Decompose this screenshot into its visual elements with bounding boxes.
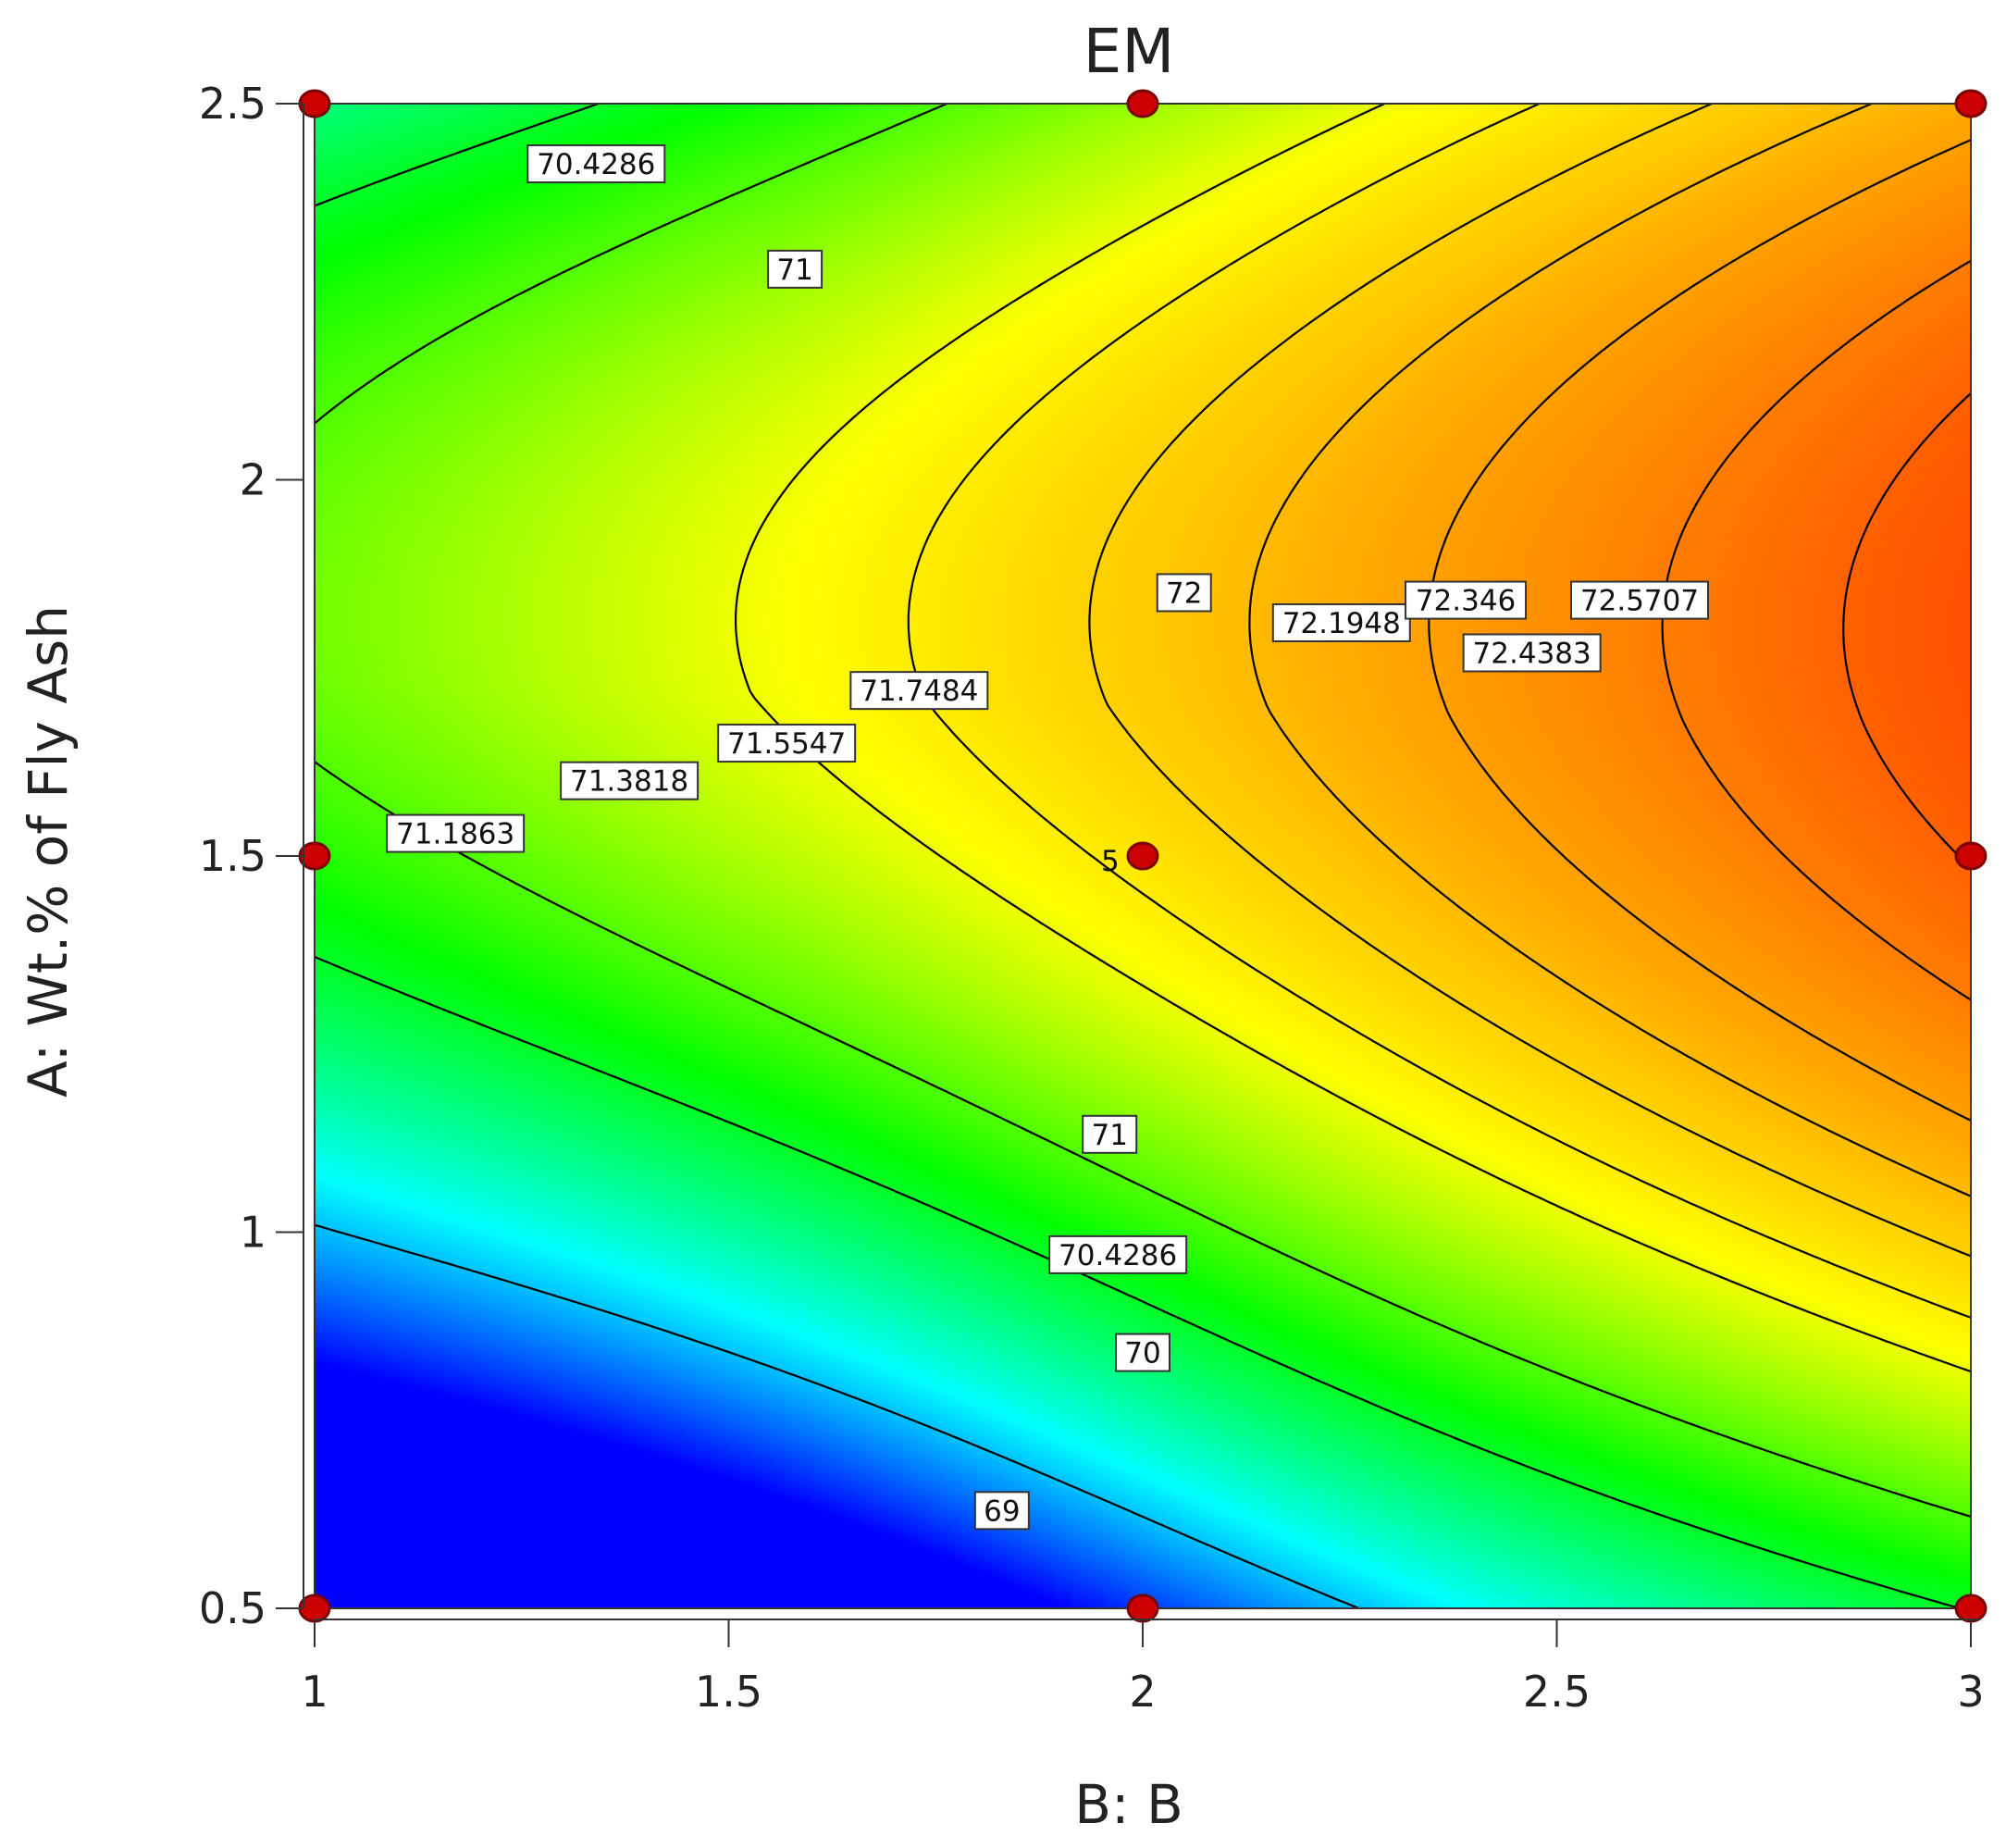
contour-label-box xyxy=(1156,573,1212,613)
contour-label-text: 71.3818 xyxy=(570,765,688,799)
contour-label-text: 71 xyxy=(1091,1119,1127,1152)
x-tick-label: 1.5 xyxy=(695,1667,762,1717)
contour-label: 71.3818 xyxy=(560,761,700,800)
contour-label-box xyxy=(973,1491,1030,1531)
contour-line xyxy=(735,103,1972,1373)
design-point xyxy=(1126,89,1159,118)
contour-label: 71.1863 xyxy=(386,813,526,853)
y-axis: 0.5 1 1.5 2 2.5 xyxy=(199,79,304,1633)
contour-label: 71 xyxy=(767,249,823,289)
y-tick-label: 1.5 xyxy=(199,831,266,881)
y-tick-label: 0.5 xyxy=(199,1583,266,1633)
contour-label-box xyxy=(1115,1333,1170,1372)
design-points: 5 xyxy=(298,89,1987,1623)
y-tick-label: 2 xyxy=(240,455,266,505)
contour-label-text: 69 xyxy=(984,1495,1020,1528)
contour-label-box xyxy=(767,249,823,289)
contour-label-text: 71.1863 xyxy=(396,818,514,851)
contour-label-box xyxy=(1271,602,1411,642)
contour-label: 72.346 xyxy=(1405,580,1528,620)
contour-label-text: 72 xyxy=(1166,577,1202,610)
design-point xyxy=(1126,1594,1159,1623)
x-tick-label: 2.5 xyxy=(1523,1667,1591,1717)
x-tick-label: 1 xyxy=(301,1667,328,1717)
contour-label-text: 72.4383 xyxy=(1473,637,1591,670)
contour-line xyxy=(1248,102,1972,1197)
design-point xyxy=(1954,841,1987,871)
contour-label-box xyxy=(1462,633,1602,673)
contour-line xyxy=(314,1223,1359,1610)
contour-label-box xyxy=(386,813,526,853)
contour-label-box xyxy=(849,671,989,711)
contour-label: 71.5547 xyxy=(717,724,857,763)
contour-label: 69 xyxy=(973,1491,1030,1531)
contour-label-box xyxy=(560,761,700,800)
contour-label-text: 70.4286 xyxy=(537,148,655,181)
contour-label-box xyxy=(1082,1114,1138,1154)
contour-label: 70.4286 xyxy=(1048,1234,1188,1274)
contour-label: 72.1948 xyxy=(1271,602,1411,642)
design-point xyxy=(1954,89,1987,118)
contour-label-box xyxy=(717,724,857,763)
x-tick-label: 2 xyxy=(1129,1667,1156,1717)
y-tick-label: 1 xyxy=(240,1208,266,1258)
design-point xyxy=(1954,1594,1987,1623)
contour-label: 71.7484 xyxy=(849,671,989,711)
contour-label-text: 71.5547 xyxy=(727,727,846,761)
contour-label-text: 71 xyxy=(776,254,812,287)
contour-label-box xyxy=(526,144,666,184)
contour-line xyxy=(314,102,1961,1610)
contour-label-box xyxy=(1405,580,1528,620)
contour-label: 71 xyxy=(1082,1114,1138,1154)
contour-label-text: 71.7484 xyxy=(860,675,978,708)
contour-label-box xyxy=(1048,1234,1188,1274)
design-point xyxy=(1126,841,1159,871)
y-axis-title: A: Wt.% of Fly Ash xyxy=(17,605,80,1098)
x-axis: 1 1.5 2 2.5 3 xyxy=(301,1619,1985,1717)
contour-line xyxy=(1088,102,1972,1258)
contour-label-text: 70.4286 xyxy=(1059,1239,1177,1272)
contour-label-text: 72.5707 xyxy=(1580,585,1699,618)
contour-label-text: 72.1948 xyxy=(1282,607,1401,640)
chart-title: EM xyxy=(1083,16,1175,87)
x-axis-title: B: B xyxy=(1074,1773,1183,1836)
x-tick-label: 3 xyxy=(1957,1667,1984,1717)
contour-label: 70 xyxy=(1115,1333,1170,1372)
contour-label: 72.5707 xyxy=(1570,580,1709,620)
contour-line xyxy=(907,102,1972,1319)
contour-label-text: 70 xyxy=(1124,1337,1160,1370)
contour-label: 72 xyxy=(1156,573,1212,613)
contour-line xyxy=(1428,139,1972,1122)
design-point-replicate-label: 5 xyxy=(1101,845,1120,878)
contour-label-box xyxy=(1570,580,1709,620)
contour-label: 70.4286 xyxy=(526,144,666,184)
contour-label: 72.4383 xyxy=(1462,633,1602,673)
contour-label-text: 72.346 xyxy=(1416,585,1516,618)
y-tick-label: 2.5 xyxy=(199,79,266,129)
contour-labels: 69 70 70.4286 70.4286 71 71 71.1863 71.3818 71.5… xyxy=(386,144,1709,1531)
plot-area: 69 70 70.4286 70.4286 71 71 71.1863 71.3818 71.5… xyxy=(298,89,1987,1623)
